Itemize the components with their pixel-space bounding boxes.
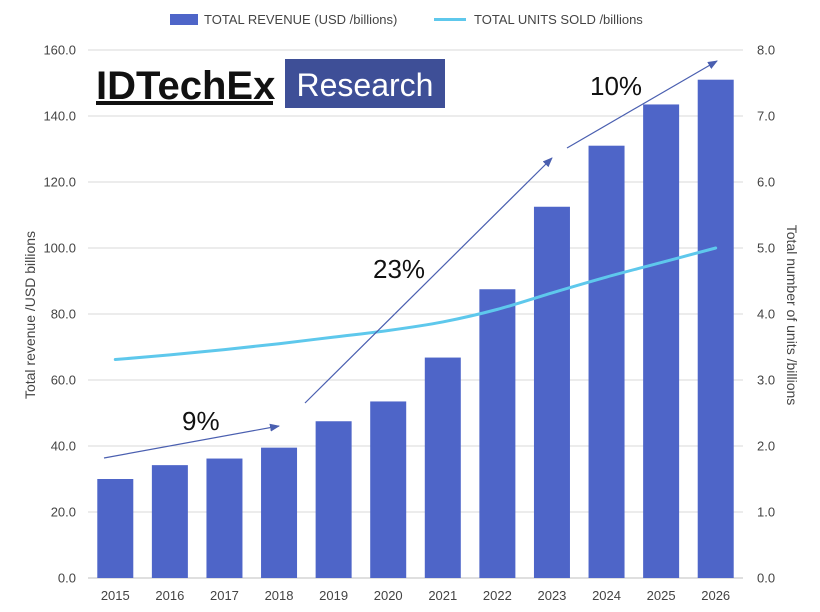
right-tick-label: 6.0 <box>757 175 775 190</box>
right-tick-label: 5.0 <box>757 241 775 256</box>
revenue-bar-2018 <box>261 447 298 578</box>
gridlines <box>88 49 743 579</box>
revenue-bar-2019 <box>315 421 352 578</box>
growth-label: 9% <box>182 406 220 436</box>
right-axis-title: Total number of units /billions <box>784 225 800 406</box>
units-line <box>113 246 718 362</box>
x-tick-label: 2021 <box>428 588 457 603</box>
left-tick-label: 100.0 <box>43 241 76 256</box>
revenue-bar-2021 <box>424 357 461 578</box>
x-axis-ticks: 2015 2016 2017 2018 2019 2020 2021 2022 2023 2024… <box>101 588 730 603</box>
growth-label: 23% <box>373 254 425 284</box>
x-tick-label: 2017 <box>210 588 239 603</box>
x-tick-label: 2022 <box>483 588 512 603</box>
left-tick-label: 0.0 <box>58 571 76 586</box>
x-tick-label: 2016 <box>155 588 184 603</box>
growth-arrow <box>566 60 718 149</box>
revenue-bar-2026 <box>697 79 734 578</box>
x-tick-label: 2019 <box>319 588 348 603</box>
left-tick-label: 80.0 <box>51 307 76 322</box>
idtechex-logo: IDTechEx Research <box>96 59 445 108</box>
left-axis-ticks: 0.0 20.0 40.0 60.0 80.0 100.0 120.0 140.0 160.0 <box>43 43 76 586</box>
x-tick-label: 2023 <box>537 588 566 603</box>
x-tick-label: 2025 <box>647 588 676 603</box>
left-tick-label: 20.0 <box>51 505 76 520</box>
logo-underline <box>96 101 273 105</box>
left-tick-label: 120.0 <box>43 175 76 190</box>
x-tick-label: 2020 <box>374 588 403 603</box>
x-tick-label: 2024 <box>592 588 621 603</box>
x-tick-label: 2026 <box>701 588 730 603</box>
right-tick-label: 7.0 <box>757 109 775 124</box>
legend: TOTAL REVENUE (USD /billions) TOTAL UNIT… <box>170 12 643 27</box>
right-axis-ticks: 0.0 1.0 2.0 3.0 4.0 5.0 6.0 7.0 8.0 <box>757 43 775 586</box>
growth-arrow <box>103 423 280 459</box>
growth-label: 10% <box>590 71 642 101</box>
left-tick-label: 140.0 <box>43 109 76 124</box>
right-tick-label: 0.0 <box>757 571 775 586</box>
growth-arrow <box>304 157 553 404</box>
logo-wordmark: IDTechEx <box>96 64 275 108</box>
right-tick-label: 4.0 <box>757 307 775 322</box>
legend-revenue-label: TOTAL REVENUE (USD /billions) <box>204 12 397 27</box>
revenue-bar-2017 <box>206 458 243 578</box>
right-tick-label: 8.0 <box>757 43 775 58</box>
revenue-bar-2015 <box>97 479 134 578</box>
logo-research-box <box>285 59 445 108</box>
revenue-bars <box>97 79 734 578</box>
x-tick-label: 2015 <box>101 588 130 603</box>
logo-research-text: Research <box>297 67 434 103</box>
revenue-bar-2024 <box>588 145 625 578</box>
right-tick-label: 2.0 <box>757 439 775 454</box>
left-axis-title: Total revenue /USD billions <box>22 231 38 399</box>
revenue-bar-2025 <box>643 104 680 578</box>
units-line-series <box>113 246 718 362</box>
legend-units-label: TOTAL UNITS SOLD /billions <box>474 12 643 27</box>
revenue-bar-2022 <box>479 289 516 578</box>
right-tick-label: 3.0 <box>757 373 775 388</box>
left-tick-label: 160.0 <box>43 43 76 58</box>
revenue-bar-2023 <box>533 206 570 578</box>
right-tick-label: 1.0 <box>757 505 775 520</box>
left-tick-label: 60.0 <box>51 373 76 388</box>
left-tick-label: 40.0 <box>51 439 76 454</box>
growth-annotations: 9% 23% 10% <box>103 60 718 459</box>
revenue-bar-2016 <box>151 465 188 578</box>
x-tick-label: 2018 <box>265 588 294 603</box>
legend-revenue-swatch <box>170 14 198 25</box>
revenue-bar-2020 <box>370 401 407 578</box>
